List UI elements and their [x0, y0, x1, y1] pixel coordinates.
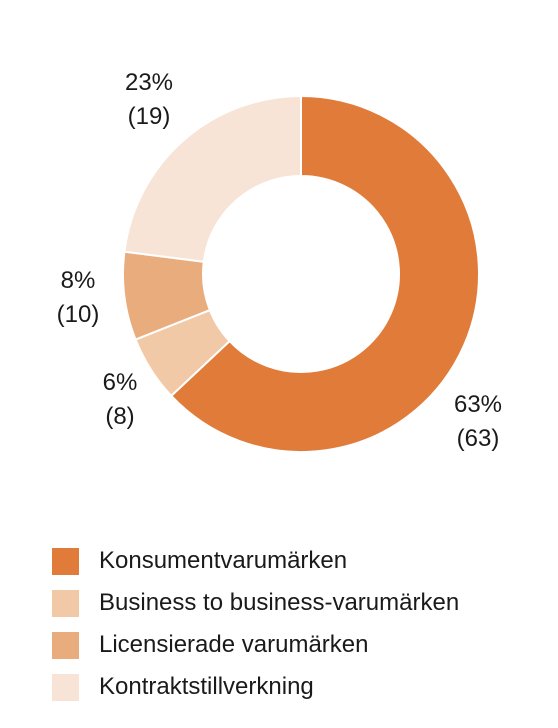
slice-label-konsument: 63% (63) — [438, 388, 518, 456]
slice-konsumentvarumarken — [169, 94, 480, 453]
slice-percent: 23% — [124, 69, 174, 96]
legend-swatch — [52, 631, 79, 659]
legend-label: Kontraktstillverkning — [99, 673, 314, 700]
legend-label: Business to business-varumärken — [99, 589, 460, 616]
legend-swatch — [52, 547, 79, 575]
slice-kontraktstillverkning — [123, 94, 302, 263]
slice-prior: (19) — [127, 103, 171, 130]
legend-item: Business to business-varumärken — [52, 582, 459, 624]
donut-chart — [122, 94, 480, 453]
legend-item: Konsumentvarumärken — [52, 540, 459, 582]
slice-percent: 63% — [453, 391, 503, 418]
slice-prior: (8) — [105, 403, 135, 430]
slice-prior: (10) — [56, 301, 100, 328]
legend-swatch — [52, 589, 79, 617]
slice-percent: 8% — [60, 267, 96, 294]
slice-label-b2b: 6% (8) — [90, 366, 150, 434]
slice-label-licens: 8% (10) — [48, 264, 108, 332]
legend-item: Kontraktstillverkning — [52, 666, 459, 708]
legend-label: Licensierade varumärken — [99, 631, 369, 658]
legend-swatch — [52, 673, 79, 701]
slice-prior: (63) — [456, 425, 500, 452]
slice-label-kontrakt: 23% (19) — [114, 66, 184, 134]
chart-legend: Konsumentvarumärken Business to business… — [52, 540, 459, 708]
slice-percent: 6% — [102, 369, 138, 396]
legend-label: Konsumentvarumärken — [99, 547, 348, 574]
legend-item: Licensierade varumärken — [52, 624, 459, 666]
